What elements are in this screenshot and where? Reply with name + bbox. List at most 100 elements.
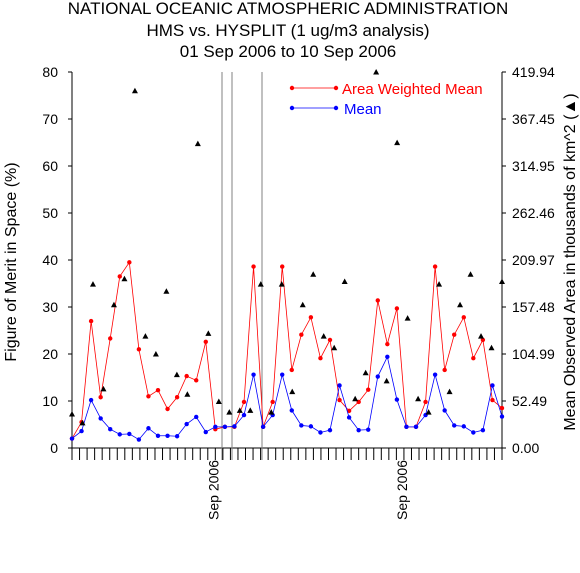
triangle-point [341, 278, 348, 284]
data-point [480, 337, 486, 343]
data-point [432, 264, 438, 269]
legend-label-awm: Area Weighted Mean [342, 81, 483, 98]
triangle-point [131, 87, 138, 94]
data-point [203, 429, 208, 435]
data-point [356, 427, 361, 433]
data-point [260, 424, 266, 430]
right-tick-label: 262.46 [512, 205, 555, 221]
data-point [136, 437, 142, 442]
triangle-point [194, 140, 201, 147]
data-point [117, 274, 122, 279]
legend-marker-mean [333, 105, 339, 111]
right-tick-label: 209.97 [512, 252, 555, 268]
data-point [146, 426, 151, 431]
right-tick-label: 157.48 [512, 299, 555, 315]
x-axis: Sep 2006 Sep 2006 [71, 448, 503, 520]
data-point [69, 436, 75, 441]
right-tick-label: 419.94 [512, 64, 555, 80]
triangle-point [404, 315, 411, 321]
triangle-point [362, 369, 369, 376]
data-point [385, 354, 390, 360]
triangle-point [488, 344, 495, 351]
data-point [327, 337, 333, 343]
data-point [385, 341, 390, 347]
data-point [346, 415, 352, 420]
data-point [327, 427, 333, 433]
data-point [318, 430, 323, 435]
data-point [442, 408, 447, 413]
triangle-point [299, 301, 306, 308]
legend-marker-awm [289, 85, 295, 91]
data-point [194, 414, 199, 420]
left-tick-label: 70 [42, 111, 58, 127]
series-mean [69, 354, 505, 442]
data-point [251, 264, 256, 269]
data-point [490, 397, 495, 403]
date-separator-lines [221, 72, 263, 460]
data-point [394, 306, 400, 311]
triangle-point [257, 281, 264, 287]
x-tick-label: Sep 2006 [205, 460, 221, 520]
right-tick-label: 367.45 [512, 111, 555, 127]
triangle-point [457, 301, 464, 308]
data-point [241, 412, 247, 418]
right-tick-label: 104.99 [512, 346, 555, 362]
data-point [337, 383, 342, 388]
triangle-point [184, 391, 191, 397]
data-point [308, 424, 314, 429]
series-line [71, 261, 503, 439]
data-point [471, 356, 476, 361]
data-point [423, 399, 428, 405]
data-point [165, 433, 170, 438]
left-tick-label: 80 [42, 64, 58, 80]
data-point [299, 423, 304, 428]
triangle-point [110, 301, 117, 308]
left-y-axis: 0 10 20 30 40 50 60 70 80 [42, 64, 72, 456]
triangle-point [446, 388, 453, 395]
triangle-point [320, 333, 327, 339]
triangle-point [278, 281, 285, 287]
data-point [499, 414, 505, 419]
data-point [461, 315, 466, 320]
data-point [79, 428, 84, 434]
data-point [346, 408, 352, 414]
data-point [98, 416, 103, 421]
triangle-point [436, 281, 443, 287]
data-point [413, 424, 419, 430]
left-tick-label: 20 [42, 346, 58, 362]
triangle-point [415, 395, 422, 402]
data-point [471, 430, 476, 435]
data-point [194, 378, 199, 383]
series-observed-area [69, 68, 505, 426]
right-tick-label: 314.95 [512, 158, 555, 174]
data-point [213, 424, 218, 430]
data-point [117, 432, 122, 437]
data-point [499, 405, 505, 411]
data-point [127, 431, 132, 437]
data-point [108, 336, 113, 341]
data-point [155, 387, 161, 393]
left-tick-label: 50 [42, 205, 58, 221]
title-line-1: NATIONAL OCEANIC ATMOSPHERIC ADMINISTRAT… [68, 0, 508, 18]
data-point [155, 433, 161, 438]
triangle-point [205, 330, 212, 336]
data-point [394, 397, 400, 402]
legend-label-mean: Mean [344, 101, 382, 118]
left-tick-label: 60 [42, 158, 58, 174]
data-point [174, 434, 180, 439]
triangle-point [100, 385, 107, 392]
triangle-point [152, 350, 159, 357]
legend: Area Weighted Mean Mean [289, 81, 483, 118]
data-point [375, 298, 380, 303]
title-line-2: HMS vs. HYSPLIT (1 ug/m3 analysis) [146, 21, 429, 40]
triangle-point [383, 377, 390, 384]
data-point [174, 395, 180, 400]
triangle-point [373, 68, 380, 75]
data-point [442, 367, 447, 373]
right-tick-label: 0.00 [512, 440, 539, 456]
legend-marker-awm [333, 85, 339, 91]
data-point [98, 395, 103, 400]
data-point [375, 374, 380, 379]
triangle-point [310, 271, 317, 277]
data-point [289, 367, 294, 373]
